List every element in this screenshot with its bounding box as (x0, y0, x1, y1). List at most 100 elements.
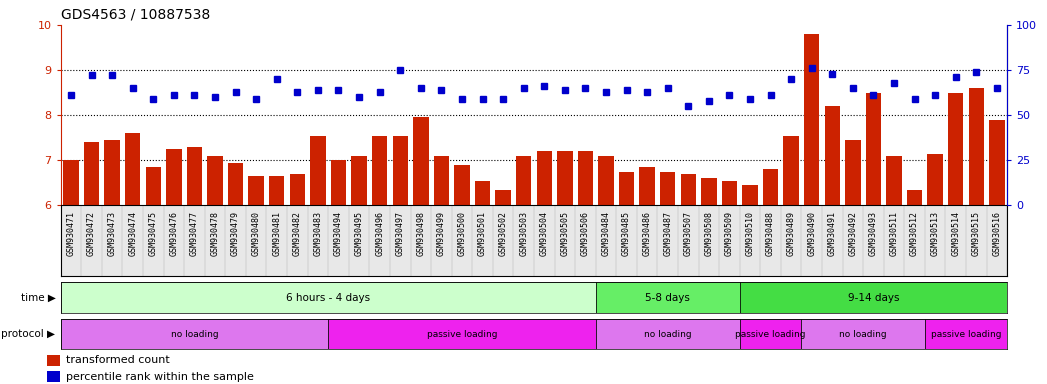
Bar (414, 118, 428, 205)
Bar (248, 176, 264, 205)
Text: GSM930482: GSM930482 (293, 211, 302, 256)
Text: no loading: no loading (840, 329, 887, 339)
Bar (310, 136, 326, 205)
Bar (557, 151, 573, 205)
Text: GSM930502: GSM930502 (498, 211, 508, 256)
Text: GSM930484: GSM930484 (601, 211, 610, 256)
Bar (740, 319, 801, 349)
Bar (907, 190, 922, 205)
Text: GSM930507: GSM930507 (684, 211, 693, 256)
Text: 5-8 days: 5-8 days (645, 293, 690, 303)
Text: GSM930503: GSM930503 (519, 211, 528, 256)
Bar (619, 172, 634, 205)
Text: no loading: no loading (644, 329, 691, 339)
Bar (290, 174, 305, 205)
Text: GSM930500: GSM930500 (458, 211, 467, 256)
Text: GSM930493: GSM930493 (869, 211, 878, 256)
Text: GSM930490: GSM930490 (807, 211, 817, 256)
Bar (207, 156, 223, 205)
Bar (640, 167, 654, 205)
Text: GSM930474: GSM930474 (128, 211, 137, 256)
Text: GSM930486: GSM930486 (643, 211, 651, 256)
Text: GSM930489: GSM930489 (786, 211, 796, 256)
Text: GSM930488: GSM930488 (766, 211, 775, 256)
Text: 9-14 days: 9-14 days (848, 293, 899, 303)
Bar (454, 165, 470, 205)
Text: GSM930514: GSM930514 (952, 211, 960, 256)
Text: GSM930506: GSM930506 (581, 211, 589, 256)
Bar (928, 154, 943, 205)
Bar (681, 174, 696, 205)
Text: GSM930499: GSM930499 (437, 211, 446, 256)
Bar (186, 147, 202, 205)
Bar (63, 161, 79, 205)
Text: GSM930512: GSM930512 (910, 211, 919, 256)
Bar (328, 319, 596, 349)
Text: GSM930473: GSM930473 (108, 211, 116, 256)
Bar (660, 172, 675, 205)
Text: GSM930476: GSM930476 (170, 211, 178, 256)
Bar (866, 93, 882, 205)
Text: GSM930492: GSM930492 (848, 211, 857, 256)
Text: GSM930497: GSM930497 (396, 211, 405, 256)
Bar (763, 169, 778, 205)
Text: GSM930505: GSM930505 (560, 211, 570, 256)
Text: protocol ▶: protocol ▶ (1, 329, 55, 339)
Text: GSM930487: GSM930487 (663, 211, 672, 256)
Bar (84, 142, 99, 205)
Bar (804, 34, 820, 205)
Bar (596, 319, 740, 349)
Bar (740, 282, 1007, 313)
Bar (742, 185, 758, 205)
Bar (125, 133, 140, 205)
Text: passive loading: passive loading (427, 329, 497, 339)
Bar (578, 151, 593, 205)
Bar (331, 161, 347, 205)
Bar (495, 190, 511, 205)
Bar (949, 93, 963, 205)
Text: GSM930478: GSM930478 (210, 211, 220, 256)
Bar (166, 149, 181, 205)
Bar (783, 136, 799, 205)
Text: GSM930498: GSM930498 (417, 211, 425, 256)
Bar (475, 180, 490, 205)
Text: GSM930485: GSM930485 (622, 211, 631, 256)
Text: GSM930504: GSM930504 (540, 211, 549, 256)
Text: GSM930480: GSM930480 (251, 211, 261, 256)
Text: GSM930494: GSM930494 (334, 211, 343, 256)
Text: GSM930501: GSM930501 (478, 211, 487, 256)
Bar (925, 319, 1007, 349)
Text: GSM930479: GSM930479 (231, 211, 240, 256)
Bar (47, 355, 60, 366)
Bar (516, 156, 532, 205)
Bar (825, 106, 840, 205)
Text: GSM930513: GSM930513 (931, 211, 940, 256)
Bar (721, 180, 737, 205)
Text: GSM930496: GSM930496 (375, 211, 384, 256)
Bar (61, 282, 596, 313)
Bar (372, 136, 387, 205)
Bar (596, 282, 740, 313)
Bar (146, 167, 161, 205)
Bar (536, 151, 552, 205)
Text: GSM930491: GSM930491 (828, 211, 837, 256)
Text: GSM930475: GSM930475 (149, 211, 158, 256)
Bar (968, 88, 984, 205)
Text: transformed count: transformed count (66, 356, 170, 366)
Text: GSM930483: GSM930483 (313, 211, 322, 256)
Text: GSM930515: GSM930515 (972, 211, 981, 256)
Text: GSM930481: GSM930481 (272, 211, 282, 256)
Bar (61, 319, 328, 349)
Text: GSM930472: GSM930472 (87, 211, 96, 256)
Bar (801, 319, 925, 349)
Bar (352, 156, 366, 205)
Text: percentile rank within the sample: percentile rank within the sample (66, 372, 253, 382)
Text: time ▶: time ▶ (21, 293, 55, 303)
Text: passive loading: passive loading (735, 329, 806, 339)
Text: 6 hours - 4 days: 6 hours - 4 days (286, 293, 371, 303)
Text: GSM930510: GSM930510 (745, 211, 755, 256)
Bar (598, 156, 614, 205)
Text: GSM930471: GSM930471 (67, 211, 75, 256)
Bar (887, 156, 901, 205)
Bar (701, 179, 716, 205)
